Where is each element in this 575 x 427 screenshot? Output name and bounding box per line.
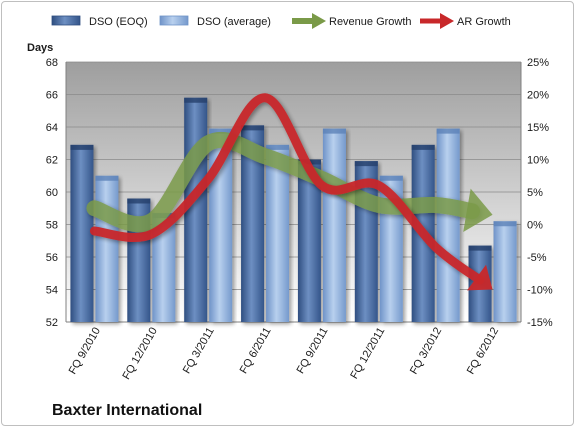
- y-left-tick-label: 62: [46, 155, 58, 167]
- bar-cap: [241, 125, 265, 131]
- legend-label-dso-(eoq): DSO (EOQ): [89, 16, 148, 28]
- bar-cap: [266, 144, 290, 150]
- x-tick-label: FQ 9/2010: [67, 326, 103, 377]
- x-tick-label: FQ 6/2011: [238, 326, 274, 376]
- y-right-tick-label: 0%: [527, 220, 543, 232]
- bar-dso-average: [152, 213, 176, 322]
- x-tick-label: FQ 9/2011: [295, 326, 331, 376]
- bar-dso-eoq: [241, 125, 265, 322]
- y-right-tick-label: 20%: [527, 90, 549, 102]
- legend-label-ar-growth: AR Growth: [457, 16, 511, 28]
- legend-arrowhead-revenue-growth: [312, 13, 326, 29]
- x-tick-label: FQ 12/2010: [120, 326, 159, 382]
- bar-dso-average: [95, 175, 119, 322]
- y-right-tick-label: 5%: [527, 187, 543, 199]
- y-right-tick-label: 15%: [527, 122, 549, 134]
- bar-dso-average: [266, 144, 290, 322]
- bar-cap: [468, 245, 492, 251]
- bar-dso-average: [436, 128, 460, 322]
- y-left-tick-label: 68: [46, 57, 58, 69]
- y-left-tick-label: 66: [46, 90, 58, 102]
- legend-arrowhead-ar-growth: [440, 13, 454, 29]
- y-left-tick-label: 54: [46, 285, 58, 297]
- y-right-tick-label: -5%: [527, 252, 547, 264]
- x-tick-label: FQ 3/2011: [181, 326, 217, 376]
- y-left-tick-label: 64: [46, 122, 58, 134]
- bar-dso-eoq: [70, 144, 94, 322]
- y-left-tick-label: 58: [46, 220, 58, 232]
- bar-cap: [95, 175, 119, 181]
- bar-cap: [70, 144, 94, 150]
- x-tick-label: FQ 12/2011: [348, 326, 387, 382]
- legend-label-dso-(average): DSO (average): [197, 16, 271, 28]
- legend-label-revenue-growth: Revenue Growth: [329, 16, 412, 28]
- bar-dso-eoq: [297, 159, 321, 322]
- y-left-tick-label: 56: [46, 252, 58, 264]
- y-right-tick-label: 25%: [527, 57, 549, 69]
- revenue-growth-line: [86, 131, 481, 233]
- legend-swatch-dso-(average): [159, 15, 189, 26]
- bar-cap: [322, 128, 346, 134]
- bar-cap: [184, 97, 208, 103]
- y-right-tick-label: 10%: [527, 155, 549, 167]
- y-right-tick-label: -15%: [527, 317, 553, 329]
- y-right-tick-label: -10%: [527, 285, 553, 297]
- bar-cap: [493, 221, 517, 227]
- y-left-tick-label: 52: [46, 317, 58, 329]
- bar-cap: [354, 161, 378, 167]
- ar-growth-line: [89, 93, 485, 285]
- bar-dso-average: [322, 128, 346, 322]
- bar-cap: [209, 128, 233, 134]
- y-left-tick-label: 60: [46, 187, 58, 199]
- bar-cap: [436, 128, 460, 134]
- y-axis-title: Days: [27, 42, 53, 54]
- ar-growth-arrowhead: [466, 264, 493, 291]
- x-tick-label: FQ 6/2012: [465, 326, 501, 377]
- bar-dso-average: [493, 221, 517, 322]
- chart-title: Baxter International: [52, 402, 202, 419]
- revenue-growth-arrowhead: [463, 188, 493, 233]
- legend-swatch-dso-(eoq): [51, 15, 81, 26]
- legend: DSO (EOQ) DSO (average) Revenue Growth AR G…: [51, 13, 511, 29]
- x-tick-label: FQ 3/2012: [408, 326, 444, 377]
- bar-cap: [411, 144, 435, 150]
- bar-cap: [127, 198, 151, 204]
- bar-cap: [379, 175, 403, 181]
